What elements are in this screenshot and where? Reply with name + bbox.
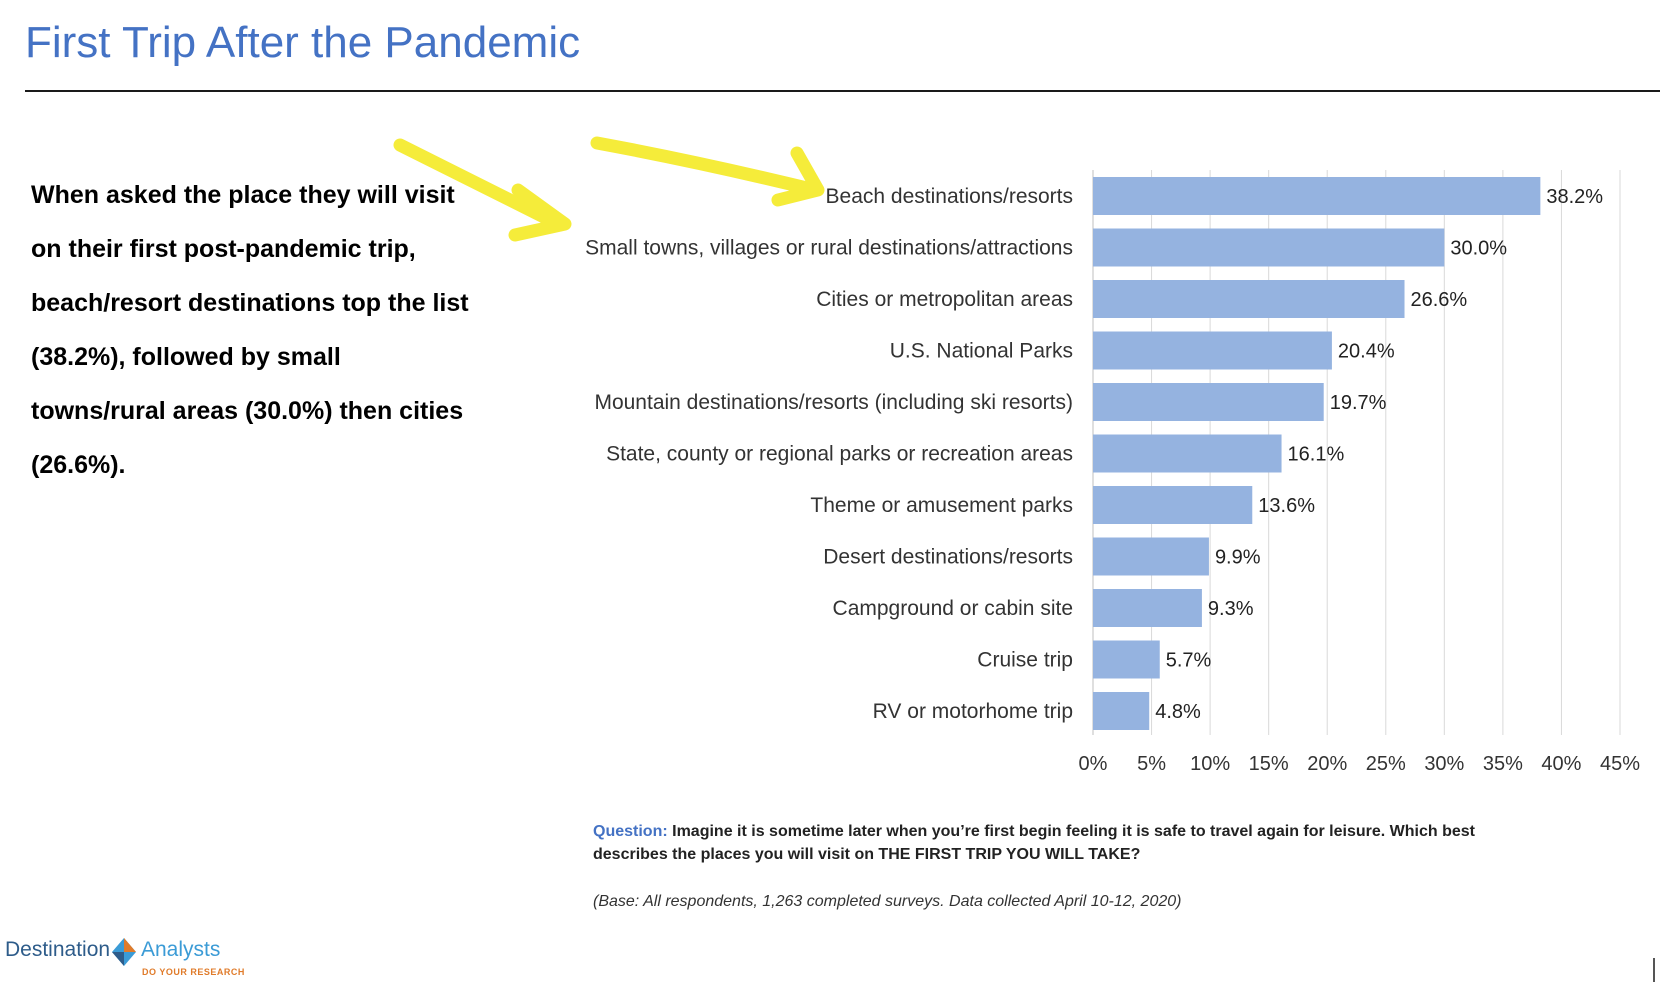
question-note: Question: Imagine it is sometime later w… — [593, 820, 1493, 866]
question-label: Question: — [593, 823, 668, 840]
x-tick-label: 30% — [1424, 753, 1464, 775]
bar-chart: Beach destinations/resorts Small towns, v… — [393, 136, 1641, 775]
chart-value-labels: 38.2% 30.0% 26.6% 20.4% 19.7% 16.1% 13.6% 9.9% 9… — [1155, 186, 1603, 723]
bar — [1093, 640, 1160, 679]
title-divider — [25, 90, 1660, 92]
logo-tagline: DO YOUR RESEARCH — [142, 967, 245, 977]
bar — [1093, 537, 1209, 576]
x-tick-label: 40% — [1541, 753, 1581, 775]
corner-mark — [1653, 958, 1655, 982]
category-label: Cities or metropolitan areas — [816, 288, 1073, 311]
logo-word-analysts: Analysts — [141, 938, 221, 961]
value-label: 4.8% — [1155, 701, 1201, 723]
category-label: Mountain destinations/resorts (including… — [594, 391, 1073, 414]
x-tick-label: 10% — [1190, 753, 1230, 775]
bar — [1093, 280, 1405, 318]
value-label: 30.0% — [1450, 238, 1507, 260]
arrow-right-shaft — [590, 136, 822, 197]
logo-diamond-icon — [112, 938, 136, 966]
highlight-arrows — [393, 136, 825, 242]
x-tick-label: 20% — [1307, 753, 1347, 775]
value-label: 13.6% — [1258, 495, 1315, 517]
x-tick-label: 0% — [1079, 753, 1108, 775]
category-label: Small towns, villages or rural destinati… — [585, 237, 1073, 260]
bar — [1093, 486, 1253, 524]
arrow-right-head — [771, 146, 825, 207]
x-tick-label: 5% — [1137, 753, 1166, 775]
category-label: State, county or regional parks or recre… — [606, 443, 1073, 466]
bar — [1093, 589, 1202, 627]
bar — [1093, 383, 1324, 421]
category-label: U.S. National Parks — [890, 340, 1073, 363]
arrow-left-head — [508, 183, 572, 242]
arrow-left-shaft — [393, 138, 567, 232]
value-label: 38.2% — [1546, 186, 1603, 208]
category-label: Beach destinations/resorts — [826, 185, 1073, 208]
page-title: First Trip After the Pandemic — [25, 18, 581, 67]
value-label: 16.1% — [1288, 444, 1345, 466]
summary-text: When asked the place they will visit on … — [31, 181, 469, 479]
bar — [1093, 228, 1445, 267]
category-label: RV or motorhome trip — [873, 700, 1073, 723]
bar — [1093, 692, 1150, 730]
category-label: Desert destinations/resorts — [823, 546, 1073, 569]
logo-word-destination: Destination — [5, 938, 111, 961]
value-label: 9.3% — [1208, 598, 1254, 620]
bar — [1093, 434, 1282, 473]
category-label: Theme or amusement parks — [810, 494, 1073, 517]
bar — [1093, 331, 1332, 370]
x-tick-label: 35% — [1483, 753, 1523, 775]
category-label: Cruise trip — [977, 649, 1073, 672]
value-label: 9.9% — [1215, 547, 1261, 569]
question-text: Imagine it is sometime later when you’re… — [593, 823, 1475, 863]
chart-category-labels: Beach destinations/resorts Small towns, v… — [585, 185, 1073, 723]
bar — [1093, 177, 1541, 215]
value-label: 20.4% — [1338, 341, 1395, 363]
category-label: Campground or cabin site — [833, 597, 1073, 620]
value-label: 19.7% — [1330, 392, 1387, 414]
x-tick-label: 45% — [1600, 753, 1640, 775]
x-tick-label: 25% — [1366, 753, 1406, 775]
company-logo: Destination Analysts DO YOUR RESEARCH — [5, 938, 265, 982]
chart-x-axis-ticks: 0% 5% 10% 15% 20% 25% 30% 35% 40% 45% — [1079, 753, 1641, 775]
value-label: 26.6% — [1411, 289, 1468, 311]
base-note: (Base: All respondents, 1,263 completed … — [593, 893, 1182, 910]
x-tick-label: 15% — [1249, 753, 1289, 775]
chart-bars — [1093, 177, 1541, 730]
value-label: 5.7% — [1166, 650, 1212, 672]
